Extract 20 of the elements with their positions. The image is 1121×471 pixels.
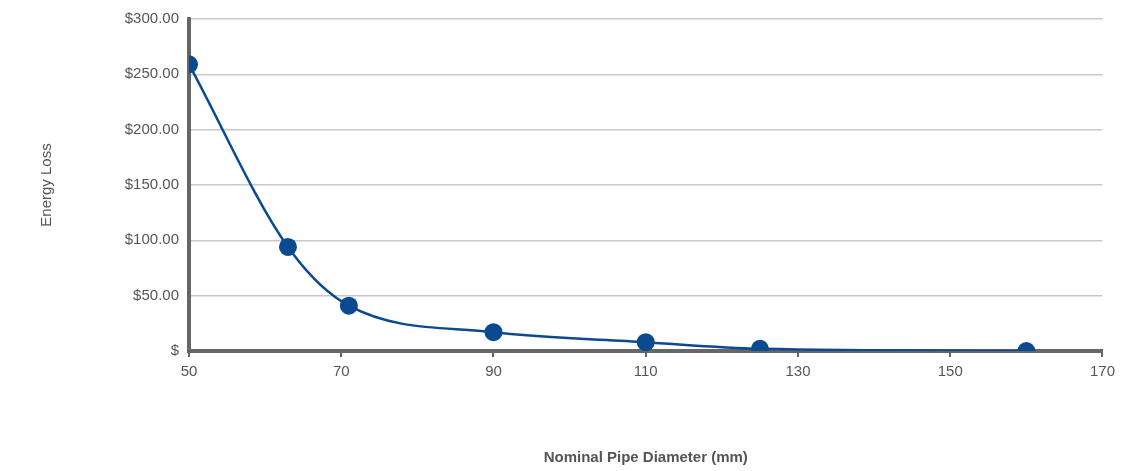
point (636, 333, 655, 351)
y-axis-title: Energy Loss (37, 143, 55, 227)
y-tick-label: $100.00 (124, 230, 179, 248)
x-tick-label: 150 (937, 362, 963, 380)
point (484, 323, 503, 342)
point (278, 237, 297, 256)
y-tick-label: $150.00 (124, 175, 179, 193)
x-tick-label: 170 (1089, 362, 1115, 380)
x-tick-label: 130 (785, 362, 811, 380)
y-tick-label: $300.00 (124, 9, 179, 27)
x-tick-label: 70 (332, 362, 350, 380)
x-tick-label: 110 (633, 362, 658, 380)
point (339, 296, 358, 315)
x-axis-title: Nominal Pipe Diameter (mm) (543, 448, 748, 466)
y-tick-label: $250.00 (124, 64, 179, 82)
y-tick-label: $50.00 (133, 285, 179, 303)
x-tick-label: 50 (180, 362, 198, 380)
y-tick-label: $ (170, 341, 180, 359)
x-tick-label: 90 (485, 362, 502, 380)
y-tick-label: $200.00 (124, 119, 179, 137)
